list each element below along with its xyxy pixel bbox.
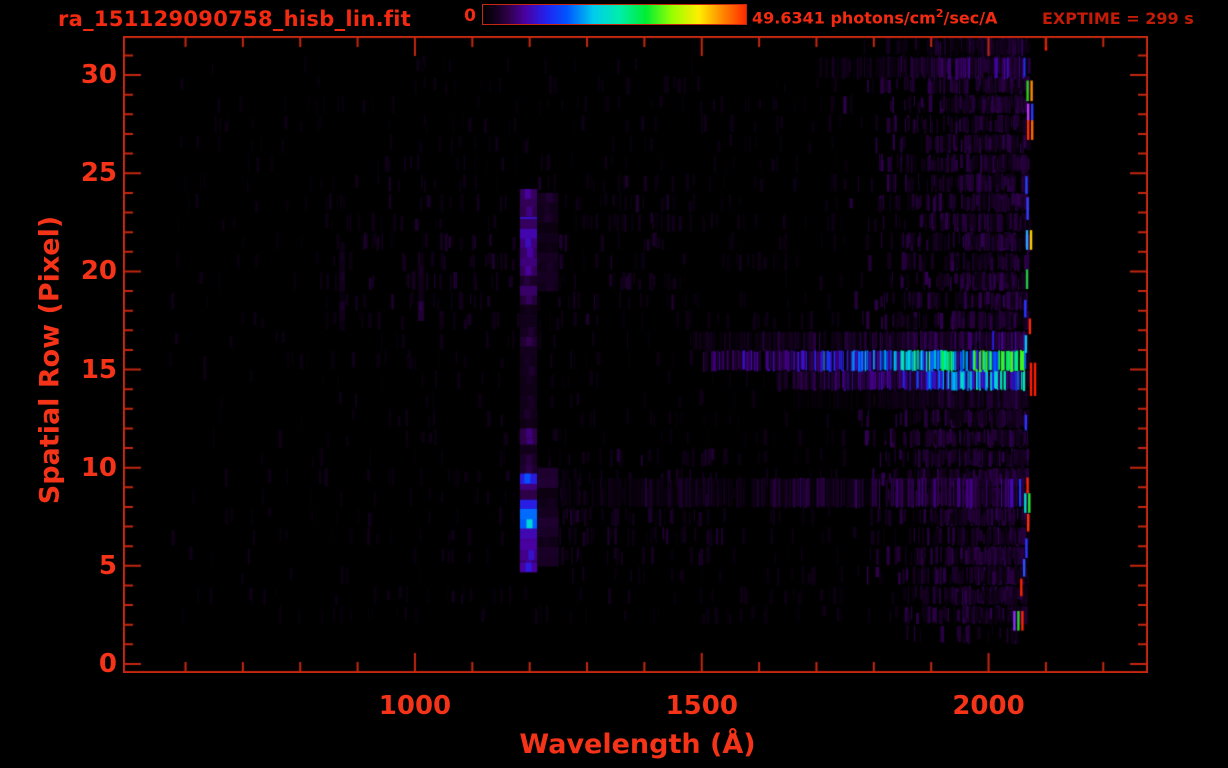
y-axis-title: Spatial Row (Pixel) (34, 215, 66, 505)
x-tick-label: 1500 (665, 691, 738, 721)
y-tick-label: 30 (80, 60, 117, 91)
colorbar-max-superscript: 2 (935, 7, 944, 20)
exptime-label: EXPTIME = 299 s (1042, 9, 1194, 28)
colorbar-gradient (482, 4, 747, 25)
spectrogram-heatmap-canvas (123, 36, 1148, 673)
x-axis-title: Wavelength (Å) (519, 729, 756, 760)
file-title: ra_151129090758_hisb_lin.fit (58, 7, 412, 31)
colorbar-min-label: 0 (464, 6, 476, 26)
y-tick-label: 20 (80, 256, 117, 287)
colorbar-max-label: 49.6341 photons/cm2/sec/A (752, 7, 997, 27)
y-tick-label: 5 (98, 550, 117, 581)
y-tick-label: 0 (98, 649, 117, 679)
x-tick-label: 2000 (952, 691, 1025, 721)
x-tick-label: 1000 (378, 691, 452, 721)
colorbar-max-value: 49.6341 photons/cm (752, 8, 936, 28)
y-tick-label: 25 (80, 158, 117, 189)
y-tick-label: 15 (80, 354, 117, 385)
y-tick-label: 10 (80, 452, 117, 483)
colorbar-max-units: /sec/A (943, 8, 998, 28)
